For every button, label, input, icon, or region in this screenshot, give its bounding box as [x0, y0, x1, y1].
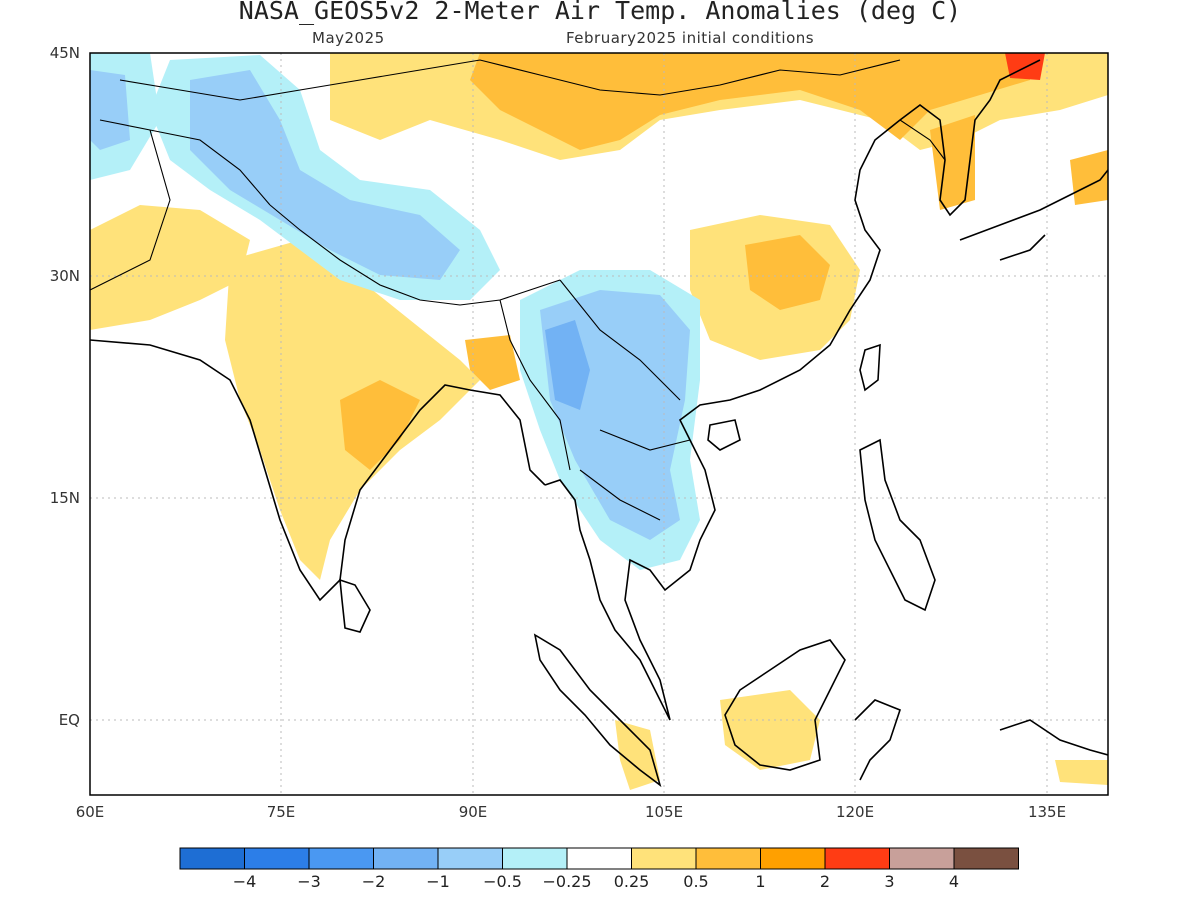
lat-label-30n: 30N [49, 267, 80, 285]
colorbar-swatch [953, 847, 1019, 870]
border-china-north [119, 59, 901, 101]
colorbar-label: −4 [232, 872, 257, 891]
map-title: NASA_GEOS5v2 2-Meter Air Temp. Anomalies… [238, 0, 962, 25]
lon-label-120e: 120E [835, 803, 875, 821]
border-central-asia [90, 119, 271, 291]
lon-label-60e: 60E [75, 803, 105, 821]
coastline-india [90, 339, 546, 602]
colorbar-label: −0.25 [542, 872, 592, 891]
anomaly-hot-spot [1005, 53, 1045, 80]
colorbar-label: −1 [426, 872, 450, 891]
colorbar-label: 0.25 [613, 872, 650, 891]
anomaly-cooler-tibet [190, 70, 460, 280]
colorbar-swatch [889, 847, 955, 870]
anomaly-cold-myanmar [545, 320, 590, 410]
colorbar-swatch [824, 847, 890, 870]
anomaly-warmer-india [340, 380, 420, 470]
anomaly-warmer-japan [1070, 150, 1108, 205]
anomaly-warm-west [90, 205, 250, 330]
anomaly-warm-sumatra [615, 720, 660, 790]
colorbar-swatch [502, 847, 568, 870]
lat-label-45n: 45N [49, 44, 80, 62]
coastline-japan [959, 169, 1108, 261]
colorbar-swatch [373, 847, 439, 870]
colorbar-label: −0.5 [483, 872, 522, 891]
anomaly-warmer-china [745, 235, 830, 310]
colorbar-label: −2 [361, 872, 386, 891]
colorbar-swatch [244, 847, 310, 870]
border-southeast-asia [499, 279, 691, 521]
border-himalaya [269, 204, 561, 306]
colorbar-swatch [566, 847, 632, 870]
coastline-taiwan [859, 343, 881, 392]
anomaly-field [90, 53, 1108, 790]
colorbar-label: 3 [884, 872, 895, 891]
colorbar-label: −3 [297, 872, 321, 891]
coastline-indochina [544, 59, 1041, 721]
colorbar-swatch [695, 847, 761, 870]
colorbar-label: 4 [948, 872, 960, 891]
lon-label-90e: 90E [458, 803, 488, 821]
colorbar-swatch [179, 847, 245, 870]
coastline-newguinea [999, 719, 1108, 756]
colorbar-swatch [308, 847, 374, 870]
anomaly-warm-newguinea [1055, 760, 1108, 785]
colorbar-swatch [631, 847, 697, 870]
colorbar-swatch [437, 847, 503, 870]
lon-label-75e: 75E [266, 803, 296, 821]
forecast-month: May2025 [312, 29, 385, 47]
anomaly-warm-borneo [720, 690, 820, 770]
lat-label-15n: 15N [49, 489, 80, 507]
initial-conditions: February2025 initial conditions [566, 29, 815, 47]
border-korea [899, 119, 946, 161]
coastlines [90, 59, 1108, 788]
coastline-sumatra [533, 633, 662, 788]
lon-label-135e: 135E [1027, 803, 1067, 821]
coastline-philippines [859, 438, 936, 612]
colorbar-swatch [760, 847, 826, 870]
colorbar-label: 0.5 [683, 872, 709, 891]
anomaly-warmer-north [470, 53, 1030, 150]
coastline-borneo [724, 639, 846, 771]
anomaly-warmer-bangladesh [465, 335, 520, 390]
colorbar-label: 2 [819, 872, 831, 891]
anomaly-cooler-northwest [90, 70, 130, 150]
coastline-hainan [707, 419, 741, 451]
coastline-srilanka [339, 578, 371, 633]
map-frame [89, 52, 1109, 796]
lon-label-105e: 105E [644, 803, 684, 821]
colorbar-label: 1 [755, 872, 766, 891]
lat-label-eq: EQ [58, 711, 80, 729]
coastline-sulawesi [854, 699, 901, 781]
colorbar [179, 847, 1019, 870]
grid-lines [90, 53, 1108, 795]
anomaly-warmer-korea [930, 115, 975, 210]
borders [90, 59, 946, 521]
